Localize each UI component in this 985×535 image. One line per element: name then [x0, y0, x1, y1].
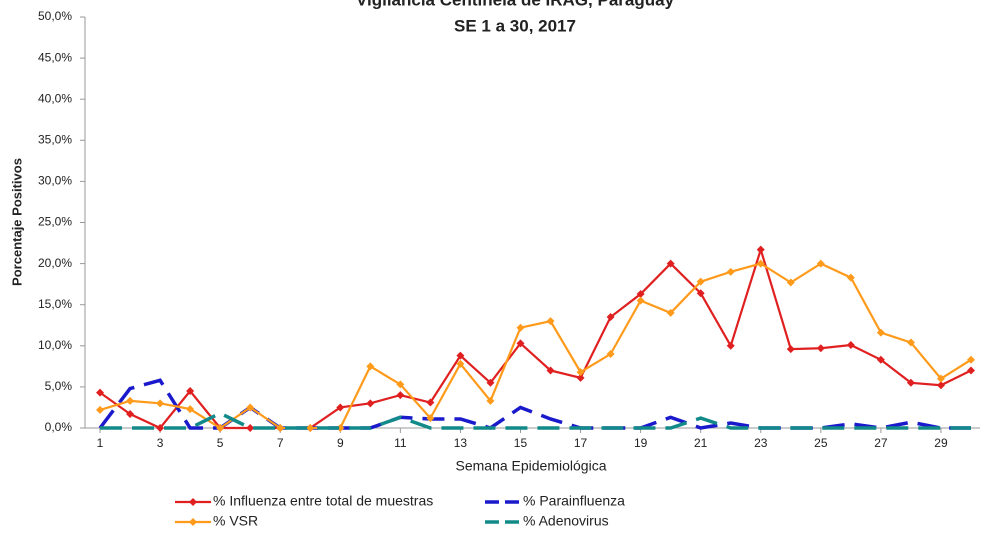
data-point — [906, 338, 915, 347]
x-tick-label: 21 — [694, 436, 708, 450]
data-point — [546, 317, 555, 326]
y-tick-label: 20,0% — [38, 256, 72, 270]
data-point — [636, 296, 645, 305]
data-point — [756, 245, 765, 254]
data-point — [846, 340, 855, 349]
data-point — [756, 259, 765, 268]
y-tick-label: 30,0% — [38, 174, 72, 188]
data-point — [696, 277, 705, 286]
x-tick-label: 29 — [934, 436, 948, 450]
x-tick-label: 9 — [337, 436, 344, 450]
x-tick-label: 17 — [574, 436, 588, 450]
y-tick-label: 50,0% — [38, 9, 72, 23]
data-point — [516, 323, 525, 332]
x-tick-label: 15 — [514, 436, 528, 450]
legend-label: % VSR — [213, 513, 258, 529]
data-point — [486, 378, 495, 387]
data-point — [666, 308, 675, 317]
x-tick-label: 13 — [454, 436, 468, 450]
data-point — [786, 278, 795, 287]
data-point — [396, 380, 405, 389]
data-point — [816, 344, 825, 353]
data-point — [366, 362, 375, 371]
data-point — [726, 341, 735, 350]
data-point — [846, 273, 855, 282]
data-point — [636, 290, 645, 299]
data-point — [186, 387, 195, 396]
x-tick-label: 23 — [754, 436, 768, 450]
data-point — [96, 405, 105, 414]
data-point — [396, 391, 405, 400]
data-point — [366, 399, 375, 408]
chart-subtitle: SE 1 a 30, 2017 — [454, 16, 576, 35]
data-point — [426, 414, 435, 423]
series-line — [99, 262, 972, 430]
x-tick-label: 19 — [634, 436, 648, 450]
data-point — [156, 399, 165, 408]
series-line — [100, 411, 971, 430]
legend-marker — [189, 518, 197, 526]
legend-label: % Parainfluenza — [523, 493, 625, 509]
y-tick-label: 25,0% — [38, 215, 72, 229]
data-point — [216, 424, 225, 432]
data-point — [426, 398, 435, 407]
data-point — [666, 259, 675, 268]
data-point — [816, 259, 825, 268]
data-point — [516, 339, 525, 348]
series-line — [99, 245, 972, 430]
x-tick-label: 25 — [814, 436, 828, 450]
y-axis-label: Porcentaje Positivos — [9, 158, 24, 286]
data-point — [966, 355, 975, 364]
x-tick-label: 5 — [217, 436, 224, 450]
data-point — [306, 424, 315, 432]
data-point — [126, 396, 135, 405]
data-point — [456, 351, 465, 360]
legend-label: % Adenovirus — [523, 513, 609, 529]
data-point — [246, 424, 255, 432]
x-tick-label: 1 — [97, 436, 104, 450]
data-point — [576, 368, 585, 377]
y-tick-label: 0,0% — [45, 420, 73, 434]
data-point — [606, 313, 615, 322]
y-tick-label: 10,0% — [38, 338, 72, 352]
data-point — [876, 355, 885, 364]
legend-label: % Influenza entre total de muestras — [213, 493, 433, 509]
x-tick-label: 27 — [874, 436, 888, 450]
data-point — [276, 424, 285, 432]
x-axis-label: Semana Epidemiológica — [456, 458, 607, 474]
data-point — [336, 424, 345, 432]
data-point — [96, 388, 105, 397]
data-point — [486, 396, 495, 405]
y-tick-label: 5,0% — [45, 379, 73, 393]
data-point — [786, 345, 795, 354]
data-point — [156, 424, 165, 432]
data-point — [696, 289, 705, 298]
data-point — [126, 410, 135, 419]
data-point — [456, 359, 465, 368]
data-point — [336, 403, 345, 412]
data-point — [936, 381, 945, 390]
data-point — [876, 328, 885, 337]
y-tick-label: 40,0% — [38, 91, 72, 105]
data-point — [966, 366, 975, 375]
data-point — [936, 374, 945, 383]
y-tick-label: 15,0% — [38, 297, 72, 311]
data-point — [726, 267, 735, 276]
y-tick-label: 45,0% — [38, 50, 72, 64]
data-point — [546, 366, 555, 375]
data-point — [576, 373, 585, 382]
data-point — [906, 378, 915, 387]
data-point — [606, 350, 615, 359]
chart-title: Vigilancia Centinela de IRAG, Paraguay — [356, 0, 675, 9]
x-tick-label: 11 — [394, 436, 407, 450]
y-tick-label: 35,0% — [38, 132, 72, 146]
data-point — [246, 403, 255, 412]
data-point — [186, 405, 195, 414]
x-tick-label: 3 — [157, 436, 164, 450]
x-tick-label: 7 — [277, 436, 284, 450]
legend-marker — [189, 498, 197, 506]
